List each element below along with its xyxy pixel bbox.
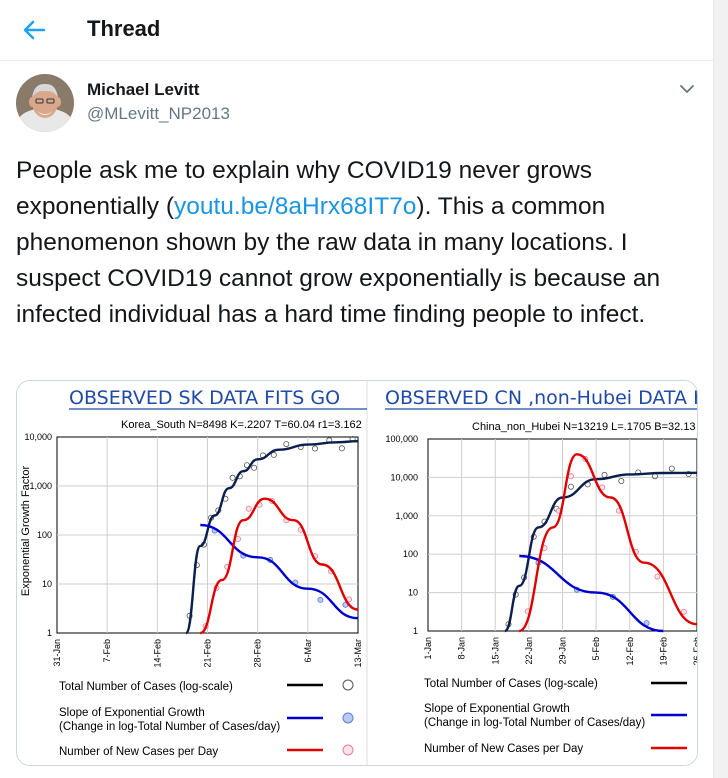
data-point bbox=[245, 505, 252, 512]
legend-label-slope-detail: (Change in log-Total Number of Cases/day… bbox=[59, 721, 280, 733]
chart-panel-korea: OBSERVED SK DATA FITS GO Korea_South N=8… bbox=[20, 387, 367, 668]
chart-subtitle: China_non_Hubei N=13219 L=.1705 B=32.13 bbox=[472, 421, 696, 433]
data-point bbox=[338, 445, 345, 452]
x-tick-label: 15-Jan bbox=[490, 637, 500, 665]
legend-label-slope-detail: (Change in log-Total Number of Cases/day… bbox=[424, 717, 645, 729]
data-point bbox=[229, 474, 236, 481]
y-tick-label: 100 bbox=[37, 530, 52, 540]
author-name[interactable]: Michael Levitt bbox=[87, 80, 200, 99]
x-tick-label: 22-Jan bbox=[524, 637, 534, 665]
x-tick-label: 6-Mar bbox=[303, 639, 313, 663]
legend-label-slope: Slope of Exponential Growth bbox=[424, 703, 570, 715]
x-tick-label: 12-Feb bbox=[625, 637, 635, 666]
legend-label-new: Number of New Cases per Day bbox=[59, 746, 218, 758]
x-tick-label: 28-Feb bbox=[253, 639, 263, 668]
series-line-2 bbox=[199, 497, 359, 635]
thread-header: Thread bbox=[0, 0, 714, 61]
x-tick-label: 26-Feb bbox=[692, 637, 697, 666]
legend-right: Total Number of Cases (log-scale) Slope … bbox=[424, 678, 687, 755]
back-arrow-icon[interactable] bbox=[20, 16, 48, 44]
x-tick-label: 13-Mar bbox=[353, 639, 363, 668]
y-tick-label: 1 bbox=[413, 626, 418, 636]
x-tick-label: 21-Feb bbox=[203, 639, 213, 668]
data-point bbox=[618, 478, 625, 485]
series-line-0 bbox=[184, 440, 359, 635]
x-tick-label: 5-Feb bbox=[591, 637, 601, 661]
data-point bbox=[311, 445, 318, 452]
chart-panel-china: OBSERVED CN ,non-Hubei DATA F China_non_… bbox=[385, 387, 697, 666]
avatar[interactable] bbox=[16, 74, 74, 132]
x-tick-label: 8-Jan bbox=[457, 637, 467, 660]
y-tick-label: 10,000 bbox=[24, 432, 52, 442]
x-tick-label: 7-Feb bbox=[102, 639, 112, 663]
y-tick-label: 10 bbox=[42, 579, 52, 589]
data-point bbox=[654, 573, 661, 580]
y-tick-label: 1 bbox=[47, 628, 52, 638]
legend-left: Total Number of Cases (log-scale) Slope … bbox=[59, 679, 354, 758]
series-line-1 bbox=[519, 554, 664, 633]
chart-title: OBSERVED SK DATA FITS GO bbox=[69, 387, 340, 409]
x-tick-label: 19-Feb bbox=[658, 637, 668, 666]
legend-label-total: Total Number of Cases (log-scale) bbox=[424, 678, 598, 690]
data-point bbox=[680, 608, 687, 615]
tweet-text: People ask me to explain why COVID19 nev… bbox=[16, 157, 661, 328]
series-line-2 bbox=[518, 453, 697, 633]
chart-title: OBSERVED CN ,non-Hubei DATA F bbox=[385, 387, 697, 409]
data-point bbox=[317, 596, 324, 603]
y-tick-label: 1,000 bbox=[395, 511, 418, 521]
data-point bbox=[567, 483, 574, 490]
legend-label-slope: Slope of Exponential Growth bbox=[59, 707, 205, 719]
legend-label-total: Total Number of Cases (log-scale) bbox=[59, 681, 233, 693]
data-point bbox=[270, 451, 277, 458]
x-tick-label: 1-Jan bbox=[423, 637, 433, 660]
y-tick-label: 1,000 bbox=[29, 481, 52, 491]
series-line-1 bbox=[200, 523, 359, 620]
legend-marker-total bbox=[342, 679, 354, 691]
page-title: Thread bbox=[87, 16, 161, 41]
x-tick-label: 31-Jan bbox=[52, 639, 62, 667]
chart-subtitle: Korea_South N=8498 K=.2207 T=60.04 r1=3.… bbox=[121, 419, 362, 431]
data-point bbox=[567, 473, 574, 480]
y-tick-label: 100,000 bbox=[385, 434, 418, 444]
y-tick-label: 100 bbox=[403, 549, 418, 559]
data-point bbox=[251, 464, 258, 471]
scrollbar[interactable] bbox=[713, 0, 728, 778]
author-handle[interactable]: @MLevitt_NP2013 bbox=[87, 104, 230, 123]
x-tick-label: 29-Jan bbox=[558, 637, 568, 665]
x-tick-label: 14-Feb bbox=[152, 639, 162, 668]
chevron-down-icon[interactable] bbox=[676, 80, 698, 98]
tweet-link[interactable]: youtu.be/8aHrx68IT7o bbox=[173, 193, 417, 220]
legend-marker-slope bbox=[342, 712, 354, 724]
legend-marker-new bbox=[342, 744, 354, 756]
y-tick-label: 10,000 bbox=[390, 472, 418, 482]
data-point bbox=[668, 465, 675, 472]
tweet-media[interactable]: OBSERVED SK DATA FITS GO Korea_South N=8… bbox=[16, 380, 698, 766]
y-tick-label: 10 bbox=[408, 588, 418, 598]
series-line-0 bbox=[503, 471, 697, 633]
charts-image: OBSERVED SK DATA FITS GO Korea_South N=8… bbox=[17, 381, 697, 765]
data-point bbox=[283, 441, 290, 448]
y-axis-label: Exponential Growth Factor bbox=[20, 466, 32, 597]
legend-label-new: Number of New Cases per Day bbox=[424, 743, 583, 755]
